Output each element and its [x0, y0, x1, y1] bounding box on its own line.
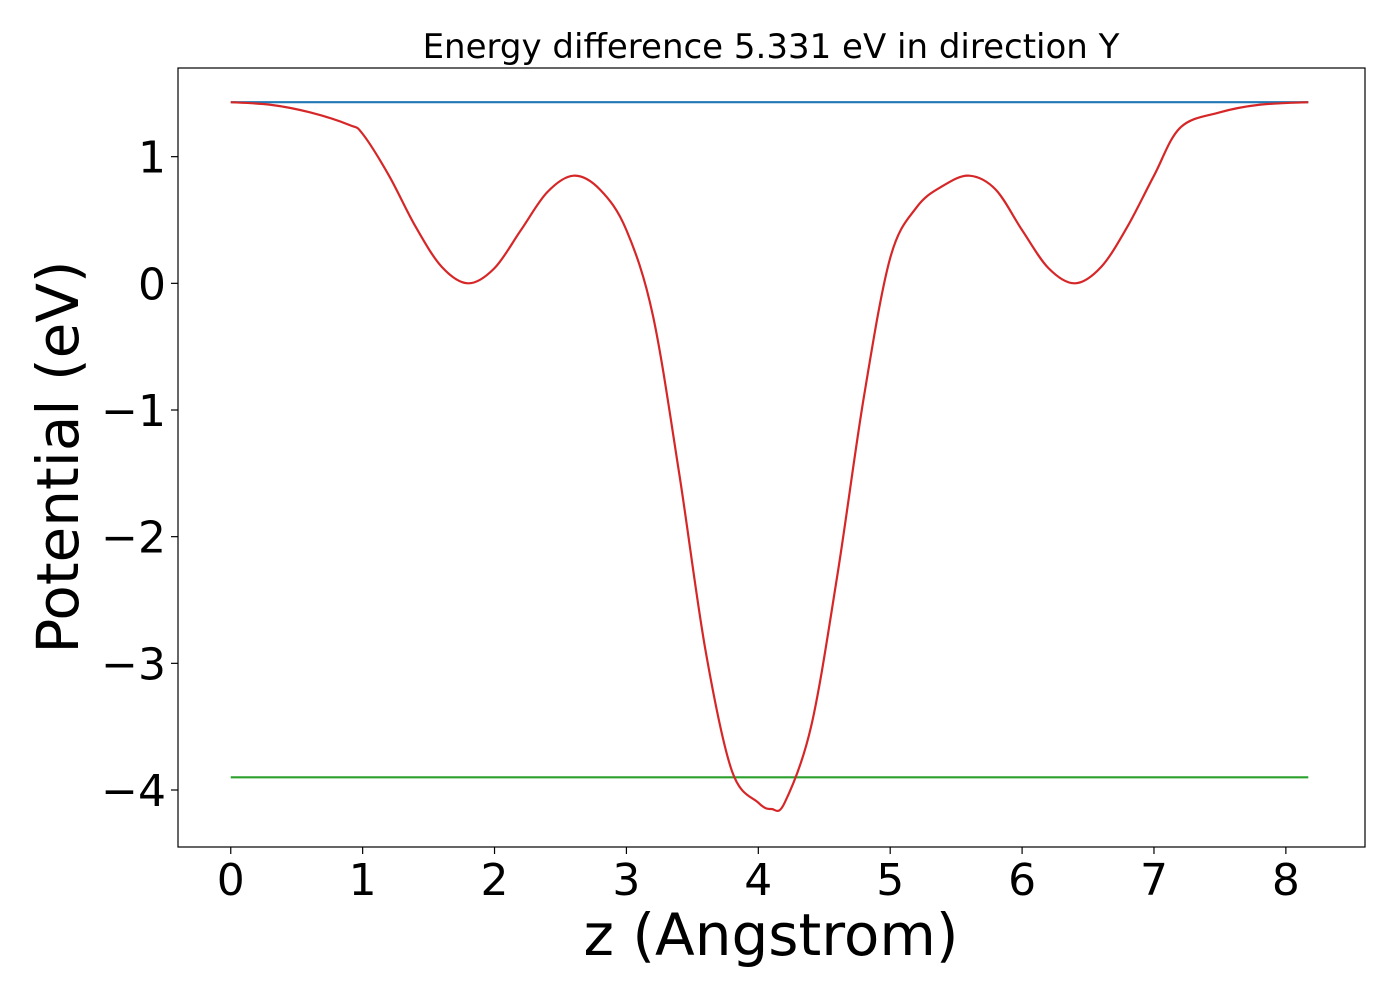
x-tick-label: 7	[1140, 855, 1168, 906]
x-tick-label: 4	[744, 855, 772, 906]
y-tick-label: −3	[101, 639, 166, 690]
chart-title: Energy difference 5.331 eV in direction …	[423, 27, 1120, 67]
y-tick-label: 1	[138, 133, 166, 184]
x-tick-label: 2	[481, 855, 509, 906]
y-tick-label: −2	[101, 513, 166, 564]
x-tick-label: 3	[612, 855, 640, 906]
x-tick-label: 8	[1272, 855, 1300, 906]
x-tick-label: 1	[349, 855, 377, 906]
x-tick-label: 6	[1008, 855, 1036, 906]
y-axis-label: Potential (eV)	[24, 260, 92, 653]
x-axis-label: z (Angstrom)	[584, 901, 959, 969]
x-tick-label: 0	[217, 855, 245, 906]
y-tick-label: −4	[101, 766, 166, 817]
x-tick-label: 5	[876, 855, 904, 906]
plot-frame	[177, 67, 1366, 848]
series-line-2	[230, 101, 1309, 813]
y-tick-label: −1	[101, 386, 166, 437]
plot-area	[230, 101, 1309, 813]
y-tick-label: 0	[138, 259, 166, 310]
